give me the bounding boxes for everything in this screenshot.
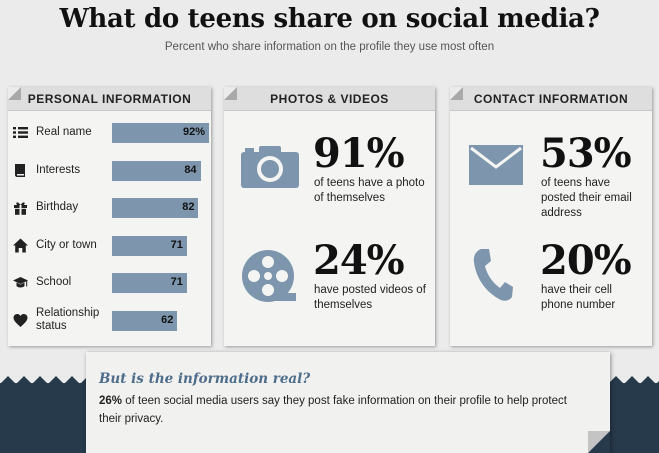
bar: 92% (112, 123, 209, 143)
camera-icon (241, 144, 299, 193)
email-stat-value: 53% (540, 130, 632, 177)
bar-label: City or town (36, 238, 97, 251)
note-body: of teen social media users say they post… (99, 395, 567, 425)
bar: 71 (112, 273, 187, 293)
personal-information-header: PERSONAL INFORMATION (8, 87, 211, 111)
panel-fold-corner (224, 87, 237, 100)
panel-fold-corner (8, 87, 21, 100)
photos-videos-panel: PHOTOS & VIDEOS 91% of teens have a phot… (224, 87, 435, 346)
note-title: But is the information real? (99, 371, 311, 387)
note-text: 26% of teen social media users say they … (99, 392, 579, 428)
note-fold-corner (588, 431, 610, 453)
bar-label: Birthday (36, 201, 79, 213)
bar: 82 (112, 198, 199, 218)
bar-value-label: 71 (170, 276, 183, 288)
contact-information-header: CONTACT INFORMATION (450, 87, 652, 111)
heart-icon (13, 313, 28, 328)
photo-stat-value: 91% (313, 130, 405, 177)
book-icon (13, 163, 28, 178)
bar: 84 (112, 160, 201, 181)
personal-information-panel: PERSONAL INFORMATION Real name 92% Interes… (8, 87, 211, 346)
note-card: But is the information real? 26% of teen… (86, 352, 610, 453)
bar-value-label: 92% (182, 126, 205, 138)
bar-row: Relationship status 62 (8, 306, 211, 332)
bar-label: Interests (36, 163, 81, 176)
bar-value-label: 82 (182, 201, 195, 213)
photo-stat-text: of teens have a photo of themselves (314, 177, 425, 204)
email-stat-text: of teens have posted their email address (541, 177, 632, 219)
gift-icon (13, 200, 28, 215)
bar-row: Real name 92% (8, 122, 211, 144)
bar-value-label: 62 (161, 313, 174, 326)
note-highlight: 26% (99, 395, 123, 407)
bar: 71 (112, 235, 187, 256)
bar-label: Real name (36, 126, 92, 138)
phone-stat-text: have their cell phone number (541, 284, 616, 311)
panel-fold-corner (450, 87, 463, 100)
envelope-icon (469, 145, 523, 190)
bar-label: Relationship status (36, 306, 100, 332)
page-title: What do teens share on social media? (59, 4, 600, 34)
video-stat-value: 24% (313, 237, 405, 284)
bar: 62 (112, 310, 178, 331)
bar-row: Birthday 82 (8, 197, 211, 219)
phone-stat-value: 20% (540, 237, 632, 284)
bar-label: School (36, 276, 72, 288)
bar-value-label: 84 (184, 163, 197, 176)
phone-icon (472, 247, 514, 308)
video-stat-text: have posted videos of themselves (314, 284, 426, 311)
page-subtitle: Percent who share information on the pro… (164, 41, 495, 53)
list-icon (13, 125, 28, 140)
bar-value-label: 71 (170, 238, 183, 251)
house-icon (13, 238, 28, 253)
bar-row: City or town 71 (8, 235, 211, 257)
bar-row: Interests 84 (8, 160, 211, 182)
bar-row: School 71 (8, 272, 211, 294)
contact-information-panel: CONTACT INFORMATION 53% of teens have po… (450, 87, 652, 346)
film-reel-icon (241, 249, 297, 310)
graduation-cap-icon (13, 275, 28, 290)
photos-videos-header: PHOTOS & VIDEOS (224, 87, 435, 111)
